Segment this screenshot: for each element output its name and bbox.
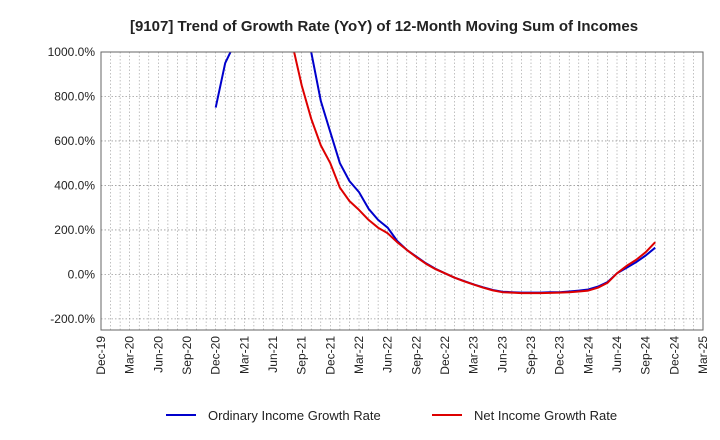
grid xyxy=(100,51,704,330)
x-tick-label: Mar-20 xyxy=(123,336,137,374)
x-tick-label: Mar-22 xyxy=(352,336,366,374)
x-tick-label: Dec-22 xyxy=(438,336,452,375)
series-line-net-income xyxy=(293,52,656,295)
plot-frame xyxy=(100,51,704,331)
y-tick-label: 400.0% xyxy=(54,178,95,192)
x-tick-label: Jun-20 xyxy=(151,336,165,373)
x-tick-label: Mar-23 xyxy=(467,336,481,374)
y-tick-label: 800.0% xyxy=(54,89,95,103)
x-tick-label: Dec-24 xyxy=(667,336,681,375)
x-tick-label: Mar-21 xyxy=(237,336,251,374)
x-tick-label: Mar-24 xyxy=(581,336,595,374)
series-layer xyxy=(214,52,656,295)
legend: Ordinary Income Growth Rate Net Income Gr… xyxy=(166,408,617,423)
x-tick-label: Dec-23 xyxy=(553,336,567,375)
y-tick-label: -200.0% xyxy=(50,312,95,326)
x-tick-label: Sep-23 xyxy=(524,336,538,375)
x-tick-label: Jun-22 xyxy=(381,336,395,373)
legend-label: Ordinary Income Growth Rate xyxy=(208,408,381,423)
x-tick-label: Sep-21 xyxy=(295,336,309,375)
x-tick-label: Dec-19 xyxy=(94,336,108,375)
y-tick-label: 600.0% xyxy=(54,134,95,148)
x-tick-label: Mar-25 xyxy=(696,336,710,374)
x-axis-ticks: Dec-19 Mar-20 Jun-20 Sep-20 Dec-20 Mar-21 Jun-… xyxy=(94,336,710,375)
legend-label: Net Income Growth Rate xyxy=(474,408,617,423)
x-tick-label: Sep-24 xyxy=(639,336,653,375)
x-tick-label: Jun-21 xyxy=(266,336,280,373)
y-tick-label: 0.0% xyxy=(68,267,96,281)
x-tick-label: Sep-20 xyxy=(180,336,194,375)
chart-title: [9107] Trend of Growth Rate (YoY) of 12-… xyxy=(130,18,638,35)
y-tick-label: 200.0% xyxy=(54,223,95,237)
x-tick-label: Jun-24 xyxy=(610,336,624,373)
y-tick-label: 1000.0% xyxy=(48,45,96,59)
x-tick-label: Jun-23 xyxy=(495,336,509,373)
x-tick-label: Dec-21 xyxy=(323,336,337,375)
y-axis-ticks: 1000.0% 800.0% 600.0% 400.0% 200.0% 0.0% -200.… xyxy=(48,45,96,326)
x-tick-label: Dec-20 xyxy=(209,336,223,375)
x-tick-label: Sep-22 xyxy=(409,336,423,375)
